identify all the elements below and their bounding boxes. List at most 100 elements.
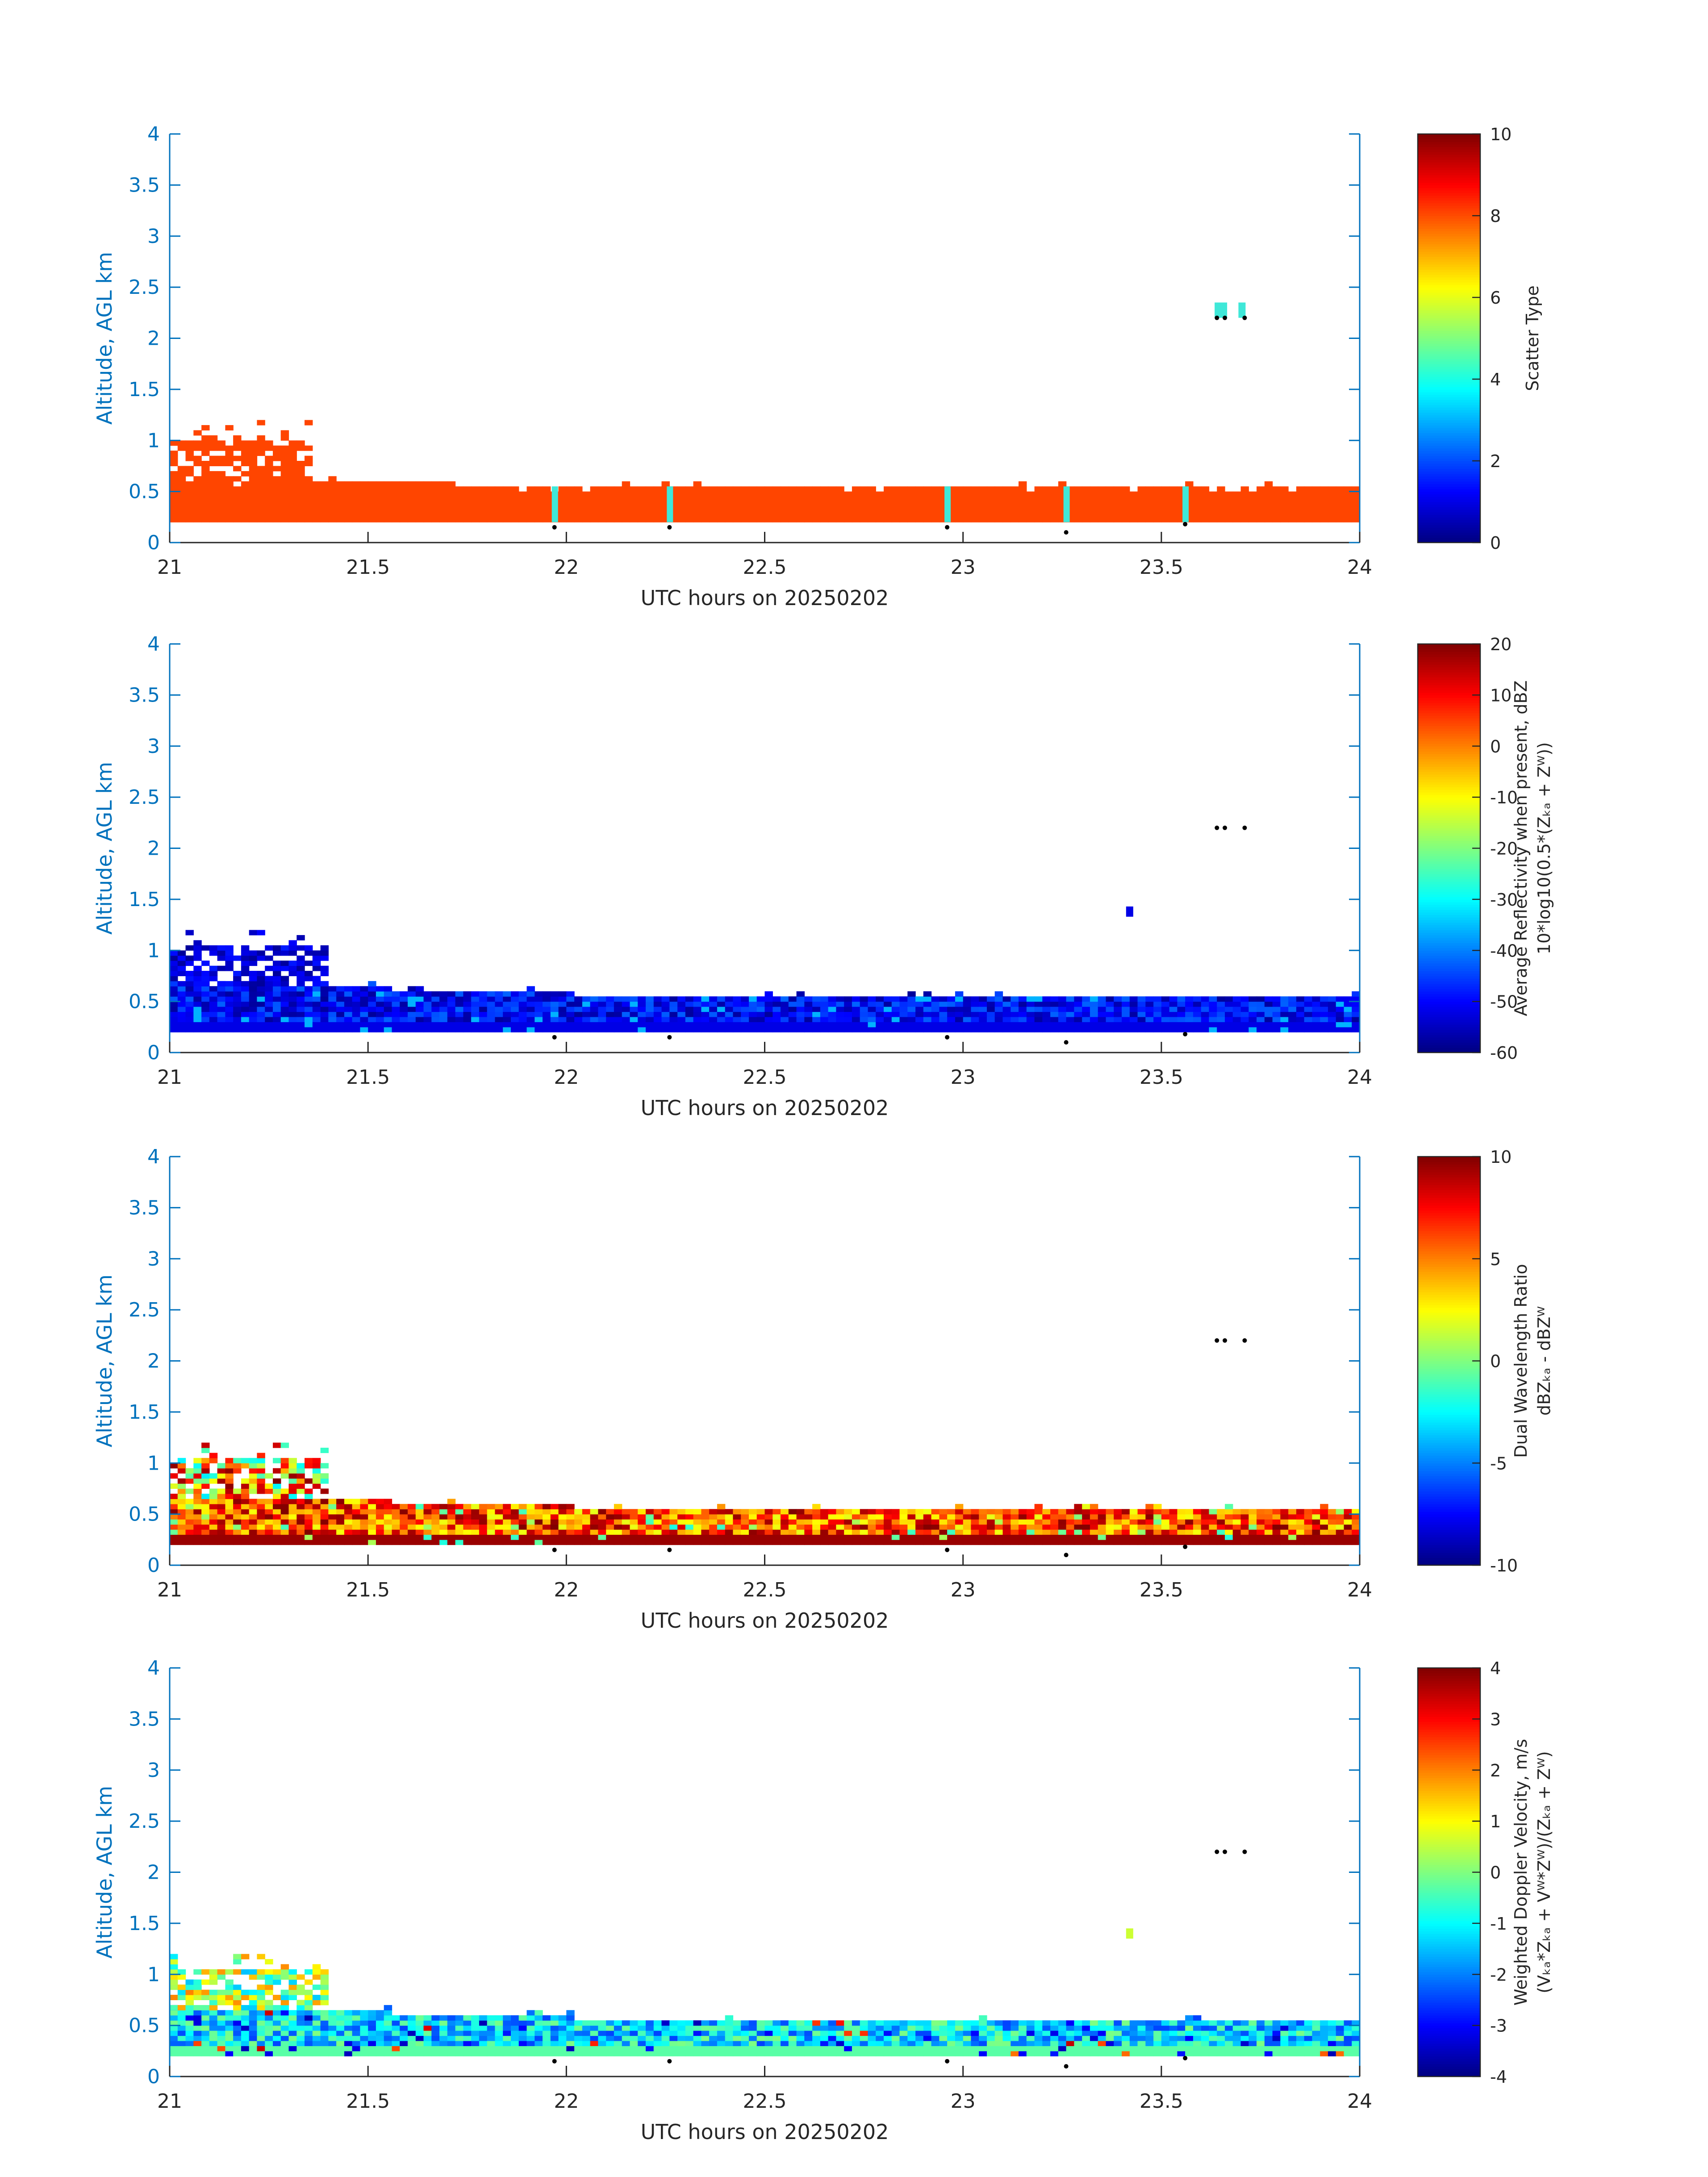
data-cell: [305, 971, 313, 976]
data-cell: [257, 1519, 265, 1525]
data-cell: [1288, 1534, 1297, 1540]
scatter-cell: [479, 497, 488, 502]
data-cell: [376, 1524, 384, 1530]
data-cell: [1272, 1027, 1281, 1032]
data-cell: [1336, 1007, 1345, 1012]
data-cell: [828, 1016, 836, 1022]
colorbar-tick-label: 6: [1490, 288, 1501, 308]
data-cell: [1153, 1007, 1162, 1012]
scatter-cell: [891, 491, 900, 497]
data-cell: [455, 1529, 464, 1535]
scatter-cell: [305, 486, 313, 492]
data-cell: [463, 2035, 472, 2041]
data-cell: [225, 1519, 234, 1525]
data-cell: [360, 991, 368, 997]
scatter-cell: [1137, 486, 1146, 492]
data-cell: [1066, 1534, 1074, 1540]
data-cell: [804, 996, 813, 1002]
scatter-cell: [518, 512, 527, 518]
data-cell: [1042, 1022, 1051, 1028]
data-cell: [288, 940, 297, 946]
data-cell: [400, 2020, 408, 2026]
data-cell: [455, 2046, 464, 2052]
data-cell: [368, 1011, 376, 1017]
data-cell: [1352, 991, 1360, 997]
data-cell: [852, 1524, 860, 1530]
colorbar-segment: [1418, 646, 1480, 650]
scatter-cell: [431, 517, 440, 522]
scatter-cell: [487, 491, 496, 497]
data-cell: [384, 1022, 393, 1028]
data-cell: [447, 2051, 456, 2056]
data-cell: [518, 1504, 527, 1509]
data-cell: [352, 1509, 360, 1515]
data-cell: [241, 1007, 250, 1012]
data-cell: [201, 2025, 210, 2031]
colorbar-segment: [1418, 1022, 1480, 1025]
data-cell: [868, 1539, 876, 1545]
colorbar-segment: [1418, 394, 1480, 397]
data-cell: [907, 1027, 916, 1032]
data-cell: [1249, 1534, 1257, 1540]
data-cell: [987, 1524, 995, 1530]
data-cell: [225, 1011, 234, 1017]
scatter-cell: [503, 491, 511, 497]
data-cell: [320, 1969, 329, 1975]
data-cell: [614, 1007, 622, 1012]
data-cell: [1272, 1011, 1281, 1017]
data-cell: [360, 2031, 368, 2036]
scatter-cell: [526, 497, 535, 502]
data-cell: [392, 996, 400, 1002]
colorbar-segment: [1418, 182, 1480, 186]
data-cell: [923, 1022, 932, 1028]
data-cell: [408, 1001, 416, 1007]
data-cell: [709, 1539, 718, 1545]
data-cell: [249, 1458, 258, 1463]
scatter-cell: [1145, 506, 1154, 512]
data-cell: [1114, 996, 1122, 1002]
data-cell: [368, 1007, 376, 1012]
data-cell: [1137, 1007, 1146, 1012]
data-cell: [280, 1468, 289, 1474]
colorbar-segment: [1418, 1422, 1480, 1425]
data-cell: [217, 2000, 226, 2006]
scatter-cell: [812, 486, 821, 492]
data-cell: [884, 1514, 892, 1520]
scatter-cell: [376, 501, 384, 507]
data-cell: [233, 1519, 242, 1525]
scatter-cell: [852, 517, 860, 522]
data-cell: [487, 1519, 496, 1525]
data-cell: [1050, 1514, 1059, 1520]
scatter-cell: [971, 517, 979, 522]
data-cell: [669, 1534, 678, 1540]
scatter-cell: [392, 501, 400, 507]
colorbar-segment: [1418, 343, 1480, 347]
data-cell: [217, 2046, 226, 2052]
scatter-cell: [598, 497, 606, 502]
data-cell: [296, 2010, 305, 2016]
data-cell: [1026, 1001, 1035, 1007]
data-cell: [836, 1539, 844, 1545]
data-cell: [994, 991, 1003, 997]
data-cell: [384, 2010, 393, 2016]
data-cell: [225, 1524, 234, 1530]
data-cell: [185, 2031, 194, 2036]
data-cell: [1042, 1027, 1051, 1032]
data-cell: [511, 1027, 519, 1032]
data-cell: [876, 1534, 884, 1540]
scatter-cell: [431, 512, 440, 518]
data-cell: [1344, 1007, 1352, 1012]
colorbar-segment: [1418, 427, 1480, 431]
data-cell: [1034, 1539, 1043, 1545]
scatter-cell: [368, 517, 376, 522]
scatter-cell: [1296, 517, 1305, 522]
data-cell: [764, 1509, 773, 1515]
data-cell: [1026, 1011, 1035, 1017]
scatter-cell: [312, 497, 321, 502]
data-cell: [280, 2020, 289, 2026]
scatter-cell: [1336, 486, 1345, 492]
colorbar-segment: [1418, 1471, 1480, 1474]
scatter-cell: [1122, 491, 1130, 497]
data-cell: [1352, 1016, 1360, 1022]
data-cell: [471, 1524, 480, 1530]
